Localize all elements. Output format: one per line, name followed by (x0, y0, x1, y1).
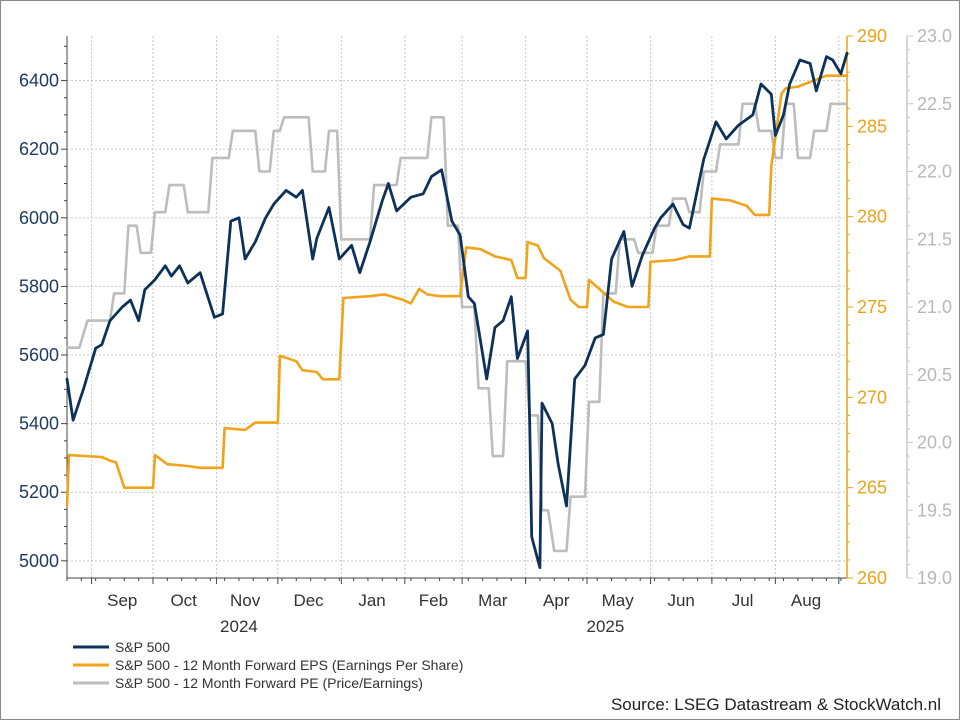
x-tick-label: May (602, 591, 635, 610)
source-note: Source: LSEG Datastream & StockWatch.nl (610, 695, 941, 714)
pe-tick-label: 20.0 (917, 433, 952, 453)
left-tick-label: 5200 (19, 482, 59, 502)
x-tick-label: Sep (107, 591, 137, 610)
x-tick-label: Jul (732, 591, 754, 610)
series-line-sp500 (65, 51, 849, 570)
left-tick-label: 6400 (19, 71, 59, 91)
x-tick-label: Apr (543, 591, 570, 610)
legend-label: S&P 500 - 12 Month Forward PE (Price/Ear… (115, 675, 423, 691)
pe-tick-label: 22.0 (917, 162, 952, 182)
series-line-forward-eps (65, 74, 849, 508)
x-tick-label: Dec (293, 591, 324, 610)
x-tick-label: Aug (791, 591, 821, 610)
eps-tick-label: 275 (857, 297, 887, 317)
x-tick-label: Jun (667, 591, 694, 610)
pe-tick-label: 21.5 (917, 229, 952, 249)
eps-tick-label: 260 (857, 568, 887, 588)
year-label: 2025 (587, 617, 625, 636)
x-tick-label: Oct (170, 591, 197, 610)
pe-tick-label: 20.5 (917, 365, 952, 385)
pe-tick-label: 23.0 (917, 26, 952, 46)
year-label: 2024 (220, 617, 258, 636)
eps-tick-label: 285 (857, 116, 887, 136)
x-tick-label: Jan (358, 591, 385, 610)
left-tick-label: 5800 (19, 276, 59, 296)
pe-tick-label: 19.0 (917, 568, 952, 588)
x-tick-label: Mar (478, 591, 508, 610)
pe-tick-label: 22.5 (917, 94, 952, 114)
left-tick-label: 5000 (19, 551, 59, 571)
eps-tick-label: 280 (857, 207, 887, 227)
series-line-forward-pe (65, 102, 849, 553)
eps-tick-label: 270 (857, 387, 887, 407)
left-tick-label: 5400 (19, 414, 59, 434)
pe-tick-label: 19.5 (917, 500, 952, 520)
x-tick-label: Feb (419, 591, 448, 610)
eps-tick-label: 265 (857, 478, 887, 498)
left-tick-label: 6000 (19, 208, 59, 228)
pe-tick-label: 21.0 (917, 297, 952, 317)
x-tick-label: Nov (230, 591, 261, 610)
legend-label: S&P 500 (115, 639, 170, 655)
left-tick-label: 5600 (19, 345, 59, 365)
legend-label: S&P 500 - 12 Month Forward EPS (Earnings… (115, 657, 463, 673)
left-tick-label: 6200 (19, 139, 59, 159)
eps-tick-label: 290 (857, 26, 887, 46)
